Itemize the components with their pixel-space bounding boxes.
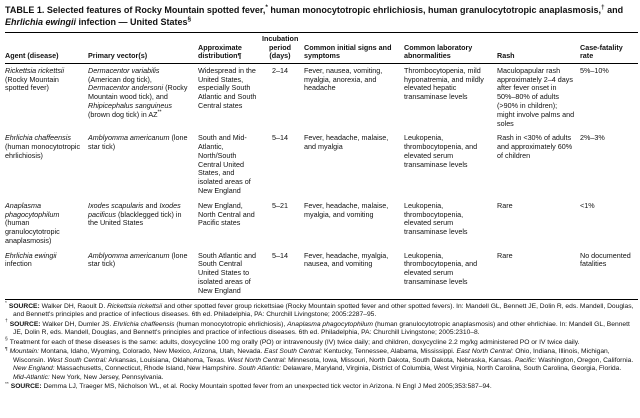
- cell-agent: Ehrlichia ewingii infection: [5, 248, 88, 300]
- table-row: Ehrlichia chaffeensis (human monocytotro…: [5, 131, 638, 198]
- column-header-distribution: Approximate distribution¶: [198, 32, 262, 64]
- footnote-text: Mountain: Montana, Idaho, Wyoming, Color…: [9, 348, 634, 381]
- table-title: TABLE 1. Selected features of Rocky Moun…: [5, 4, 624, 27]
- cell-rash: Maculopapular rash approximately 2–4 day…: [497, 65, 575, 128]
- footnote-text: SOURCE: Walker DH, Raoult D. Rickettsia …: [8, 302, 634, 319]
- cell-rash: Rare: [497, 200, 513, 210]
- footnote-treatment: § Treatment for each of these diseases is…: [5, 337, 635, 348]
- cell-lab-abnormalities: Thrombocytopenia, mild hyponatremia, and…: [404, 65, 484, 102]
- footnote-marker: ¶: [5, 346, 8, 352]
- header-row: Agent (disease) Primary vector(s) Approx…: [5, 32, 638, 64]
- footnote-marker: **: [5, 381, 9, 387]
- footnote-regions: ¶ Mountain: Montana, Idaho, Wyoming, Colo…: [5, 346, 635, 382]
- footnote-text: Treatment for each of these diseases is …: [9, 338, 580, 346]
- footnote-text: SOURCE: Walker DH, Dumler JS. Ehrlichia …: [9, 320, 630, 337]
- cell-agent: Anaplasma phagocytophilum (human granulo…: [5, 200, 60, 245]
- cell-incubation: 5–21: [272, 200, 288, 210]
- cell-distribution: South Atlantic and South Central United …: [198, 248, 262, 300]
- cell-distribution: South and Mid-Atlantic, North/South Cent…: [198, 133, 251, 195]
- table-body: Rickettsia rickettsii (Rocky Mountain sp…: [5, 63, 638, 300]
- cell-primary-vectors: Amblyomma americanum (lone star tick): [88, 248, 198, 300]
- cell-fatality-rate: No documented fatalities: [580, 248, 638, 300]
- footnote-source-rmsf: * SOURCE: Walker DH, Raoult D. Rickettsia…: [5, 301, 635, 320]
- cell-agent: Rickettsia rickettsii (Rocky Mountain sp…: [5, 65, 65, 93]
- cell-primary-vectors: Amblyomma americanum (lone star tick): [88, 133, 188, 152]
- features-table: Agent (disease) Primary vector(s) Approx…: [5, 32, 638, 300]
- table-row: Ehrlichia ewingii infection Amblyomma am…: [5, 248, 638, 300]
- cell-fatality-rate: 2%–3%: [580, 133, 605, 143]
- column-header-signs: Common initial signs and symptoms: [304, 32, 404, 64]
- cell-incubation: 2–14: [272, 65, 288, 75]
- footnote-marker: §: [5, 337, 8, 343]
- cell-primary-vectors: Ixodes scapularis and Ixodes pacificus (…: [88, 200, 182, 228]
- cell-fatality-rate: 5%–10%: [580, 65, 609, 75]
- column-header-rash: Rash: [497, 32, 580, 64]
- footnote-source-ehrlichiosis: † SOURCE: Walker DH, Dumler JS. Ehrlichia…: [5, 319, 635, 338]
- column-header-fatality-rate: Case-fatality rate: [580, 32, 638, 64]
- cell-lab-abnormalities: Leukopenia, thrombocytopenia, elevated s…: [404, 200, 468, 237]
- cell-primary-vectors: Dermacentor variabilis (American dog tic…: [88, 65, 188, 119]
- cell-signs: Fever, headache, malaise, myalgia, and v…: [304, 200, 389, 219]
- cell-fatality-rate: <1%: [580, 200, 595, 210]
- column-header-incubation: Incubation period (days): [262, 32, 304, 64]
- cell-distribution: Widespread in the United States, especia…: [198, 65, 257, 110]
- cell-incubation: 5–14: [262, 248, 304, 300]
- cell-signs: Fever, nausea, vomiting, myalgia, anorex…: [304, 65, 383, 93]
- cell-rash: Rash in <30% of adults and approximately…: [497, 133, 573, 160]
- cell-lab-abnormalities: Leukopenia, thrombocytopenia, and elevat…: [404, 248, 497, 300]
- footnotes: * SOURCE: Walker DH, Raoult D. Rickettsia…: [5, 301, 635, 392]
- footnote-text: SOURCE: Demma LJ, Traeger MS, Nicholson …: [10, 383, 492, 391]
- cell-signs: Fever, headache, myalgia, nausea, and vo…: [304, 248, 404, 300]
- table-row: Rickettsia rickettsii (Rocky Mountain sp…: [5, 63, 638, 131]
- footnote-marker: †: [5, 319, 8, 325]
- cell-rash: Rare: [497, 248, 580, 300]
- cell-incubation: 5–14: [272, 133, 288, 143]
- column-header-primary-vectors: Primary vector(s): [88, 32, 198, 64]
- cell-lab-abnormalities: Leukopenia, thrombocytopenia, and elevat…: [404, 133, 478, 169]
- column-header-agent: Agent (disease): [5, 32, 88, 64]
- cell-distribution: New England, North Central and Pacific s…: [198, 200, 255, 228]
- footnote-marker: *: [5, 301, 7, 307]
- footnote-source-arizona: ** SOURCE: Demma LJ, Traeger MS, Nicholso…: [5, 381, 635, 392]
- table-row: Anaplasma phagocytophilum (human granulo…: [5, 199, 638, 249]
- column-header-lab-abnormalities: Common laboratory abnormalities: [404, 32, 497, 64]
- cell-signs: Fever, headache, malaise, and myalgia: [304, 133, 389, 152]
- table-header: Agent (disease) Primary vector(s) Approx…: [5, 32, 638, 64]
- cell-agent: Ehrlichia chaffeensis (human monocytotro…: [5, 133, 81, 160]
